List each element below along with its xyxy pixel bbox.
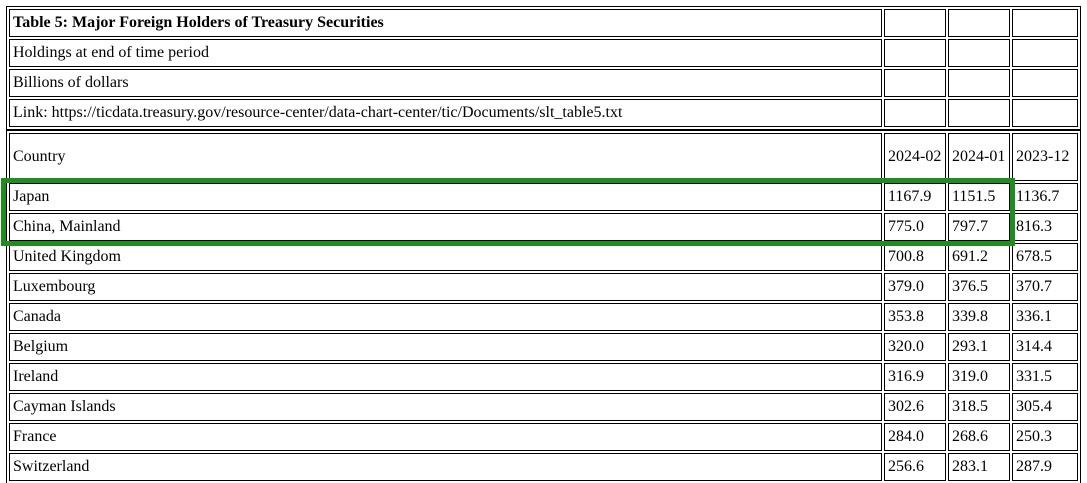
holders-data-table: Country 2024-02 2024-01 2023-12 Japan 11… bbox=[6, 130, 1081, 483]
value-cell: 370.7 bbox=[1012, 273, 1078, 301]
value-cell: 379.0 bbox=[884, 273, 946, 301]
value-cell: 678.5 bbox=[1012, 243, 1078, 271]
empty-cell bbox=[948, 39, 1010, 67]
empty-cell bbox=[1012, 39, 1078, 67]
info-row-units: Billions of dollars bbox=[9, 69, 1078, 97]
table-row: Luxembourg 379.0 376.5 370.7 bbox=[9, 273, 1078, 301]
value-cell: 314.4 bbox=[1012, 333, 1078, 361]
value-cell: 318.5 bbox=[948, 393, 1010, 421]
info-row-holdings: Holdings at end of time period bbox=[9, 39, 1078, 67]
value-cell: 287.9 bbox=[1012, 453, 1078, 481]
value-cell: 376.5 bbox=[948, 273, 1010, 301]
table-row: Cayman Islands 302.6 318.5 305.4 bbox=[9, 393, 1078, 421]
value-cell: 339.8 bbox=[948, 303, 1010, 331]
value-cell: 283.1 bbox=[948, 453, 1010, 481]
empty-cell bbox=[948, 99, 1010, 127]
value-cell: 700.8 bbox=[884, 243, 946, 271]
title-row: Table 5: Major Foreign Holders of Treasu… bbox=[9, 9, 1078, 37]
value-cell: 293.1 bbox=[948, 333, 1010, 361]
info-text-holdings: Holdings at end of time period bbox=[9, 39, 882, 67]
table-row: Ireland 316.9 319.0 331.5 bbox=[9, 363, 1078, 391]
empty-cell bbox=[884, 39, 946, 67]
country-cell: Switzerland bbox=[9, 453, 882, 481]
value-cell: 250.3 bbox=[1012, 423, 1078, 451]
value-cell: 305.4 bbox=[1012, 393, 1078, 421]
empty-cell bbox=[1012, 69, 1078, 97]
country-cell: Ireland bbox=[9, 363, 882, 391]
table-row: Switzerland 256.6 283.1 287.9 bbox=[9, 453, 1078, 481]
value-cell: 1167.9 bbox=[884, 183, 946, 211]
info-text-units: Billions of dollars bbox=[9, 69, 882, 97]
country-cell: Japan bbox=[9, 183, 882, 211]
value-cell: 316.9 bbox=[884, 363, 946, 391]
country-cell: Luxembourg bbox=[9, 273, 882, 301]
column-header-row: Country 2024-02 2024-01 2023-12 bbox=[9, 133, 1078, 181]
value-cell: 816.3 bbox=[1012, 213, 1078, 241]
country-cell: Belgium bbox=[9, 333, 882, 361]
empty-cell bbox=[884, 99, 946, 127]
table-row: Canada 353.8 339.8 336.1 bbox=[9, 303, 1078, 331]
value-cell: 1136.7 bbox=[1012, 183, 1078, 211]
empty-cell bbox=[884, 69, 946, 97]
country-cell: Cayman Islands bbox=[9, 393, 882, 421]
country-cell: China, Mainland bbox=[9, 213, 882, 241]
table-row: France 284.0 268.6 250.3 bbox=[9, 423, 1078, 451]
column-header-2024-01: 2024-01 bbox=[948, 133, 1010, 181]
source-link-text: Link: https://ticdata.treasury.gov/resou… bbox=[9, 99, 882, 127]
empty-cell bbox=[948, 69, 1010, 97]
value-cell: 268.6 bbox=[948, 423, 1010, 451]
table-title: Table 5: Major Foreign Holders of Treasu… bbox=[9, 9, 882, 37]
table-row: China, Mainland 775.0 797.7 816.3 bbox=[9, 213, 1078, 241]
value-cell: 797.7 bbox=[948, 213, 1010, 241]
country-cell: United Kingdom bbox=[9, 243, 882, 271]
value-cell: 331.5 bbox=[1012, 363, 1078, 391]
country-cell: Canada bbox=[9, 303, 882, 331]
empty-cell bbox=[948, 9, 1010, 37]
table-title-block: Table 5: Major Foreign Holders of Treasu… bbox=[6, 6, 1081, 130]
value-cell: 691.2 bbox=[948, 243, 1010, 271]
column-header-2023-12: 2023-12 bbox=[1012, 133, 1078, 181]
value-cell: 256.6 bbox=[884, 453, 946, 481]
column-header-country: Country bbox=[9, 133, 882, 181]
table-row: Japan 1167.9 1151.5 1136.7 bbox=[9, 183, 1078, 211]
empty-cell bbox=[1012, 9, 1078, 37]
value-cell: 775.0 bbox=[884, 213, 946, 241]
empty-cell bbox=[1012, 99, 1078, 127]
empty-cell bbox=[884, 9, 946, 37]
info-row-link: Link: https://ticdata.treasury.gov/resou… bbox=[9, 99, 1078, 127]
table-row: United Kingdom 700.8 691.2 678.5 bbox=[9, 243, 1078, 271]
value-cell: 284.0 bbox=[884, 423, 946, 451]
value-cell: 353.8 bbox=[884, 303, 946, 331]
value-cell: 302.6 bbox=[884, 393, 946, 421]
value-cell: 1151.5 bbox=[948, 183, 1010, 211]
column-header-2024-02: 2024-02 bbox=[884, 133, 946, 181]
table-row: Belgium 320.0 293.1 314.4 bbox=[9, 333, 1078, 361]
value-cell: 336.1 bbox=[1012, 303, 1078, 331]
value-cell: 319.0 bbox=[948, 363, 1010, 391]
country-cell: France bbox=[9, 423, 882, 451]
value-cell: 320.0 bbox=[884, 333, 946, 361]
